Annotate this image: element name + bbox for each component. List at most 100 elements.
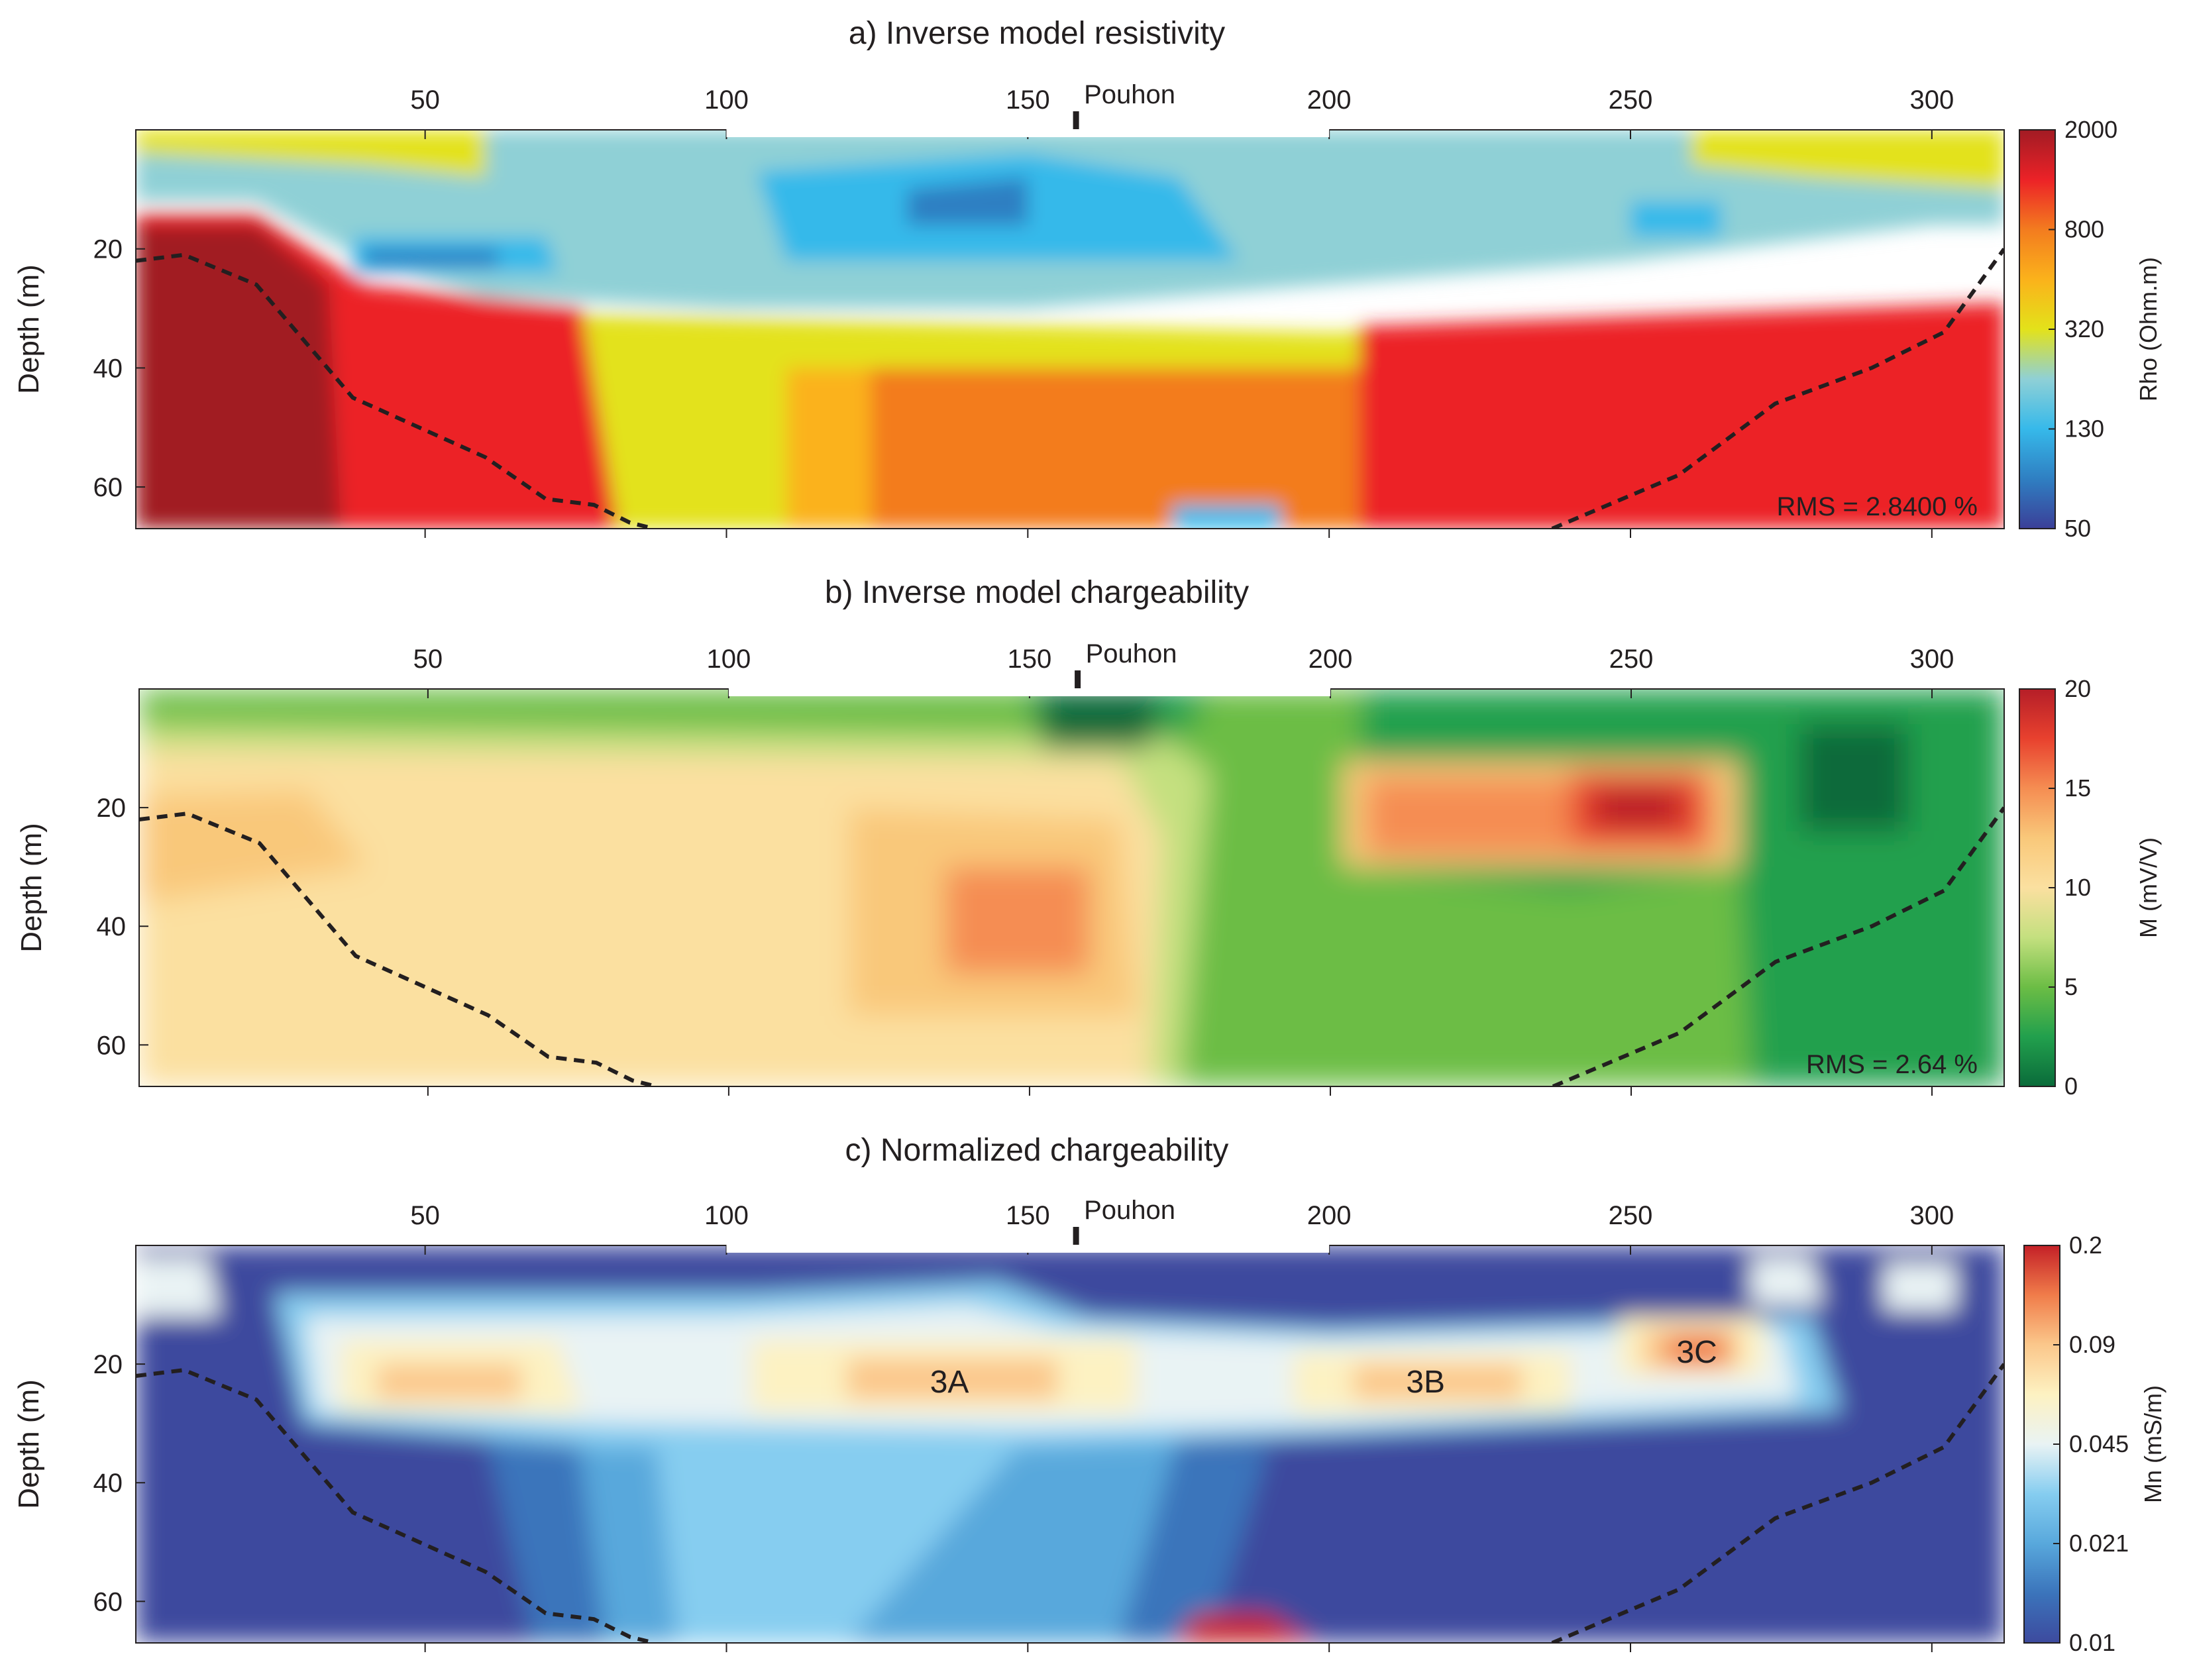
y-axis-label: Depth (m): [13, 1379, 45, 1509]
colorbar-tick-label: 2000: [2064, 116, 2117, 143]
panel-title: a) Inverse model resistivity: [849, 16, 1225, 51]
colorbar-tick-label: 15: [2064, 774, 2091, 802]
contour-region-6: [945, 866, 1090, 974]
colorbar-tick-label: 320: [2064, 315, 2104, 342]
y-axis: 20 40 60: [97, 794, 148, 1060]
colorbar-label: M (mV/V): [2135, 837, 2162, 938]
y-axis: 20 40 60: [93, 1350, 145, 1616]
contour-region-14: [1595, 790, 1680, 825]
pouhon-marker: Pouhon: [1075, 639, 1177, 696]
boundary-right-line: [1551, 1363, 2004, 1643]
contour-fills: [139, 689, 2004, 1086]
panel-chargeability: b) Inverse model chargeability 50 100 150 2…: [15, 575, 2162, 1100]
y-tick-label: 20: [93, 1350, 123, 1379]
x-tick-label: 50: [413, 645, 443, 674]
rms-label: RMS = 2.8400 %: [1777, 492, 1978, 521]
colorbar-tick-label: 0.2: [2069, 1232, 2102, 1259]
boundary-left-line: [136, 252, 655, 529]
contour-region-7: [136, 1257, 221, 1317]
x-tick-label: 150: [1008, 645, 1052, 674]
boundary-left-line: [139, 812, 657, 1086]
x-tick-label: 300: [1909, 85, 1954, 115]
contour-region-15: [847, 1358, 1058, 1400]
contour-fills: [136, 130, 2004, 529]
contour-region-8: [1359, 302, 2004, 529]
y-tick-label: 40: [97, 912, 127, 941]
x-tick-label: 100: [707, 645, 751, 674]
colorbar-tick-label: 50: [2064, 515, 2091, 542]
x-tick-label: 50: [410, 85, 440, 115]
contour-region-4: [654, 1423, 1028, 1643]
contour-region-9: [1042, 689, 1162, 749]
colorbar: 0.2 0.09 0.045 0.021 0.01: [2023, 1232, 2129, 1656]
contour-region-16: [1353, 1364, 1523, 1400]
y-tick-label: 60: [97, 1031, 127, 1060]
pouhon-marker: Pouhon: [1073, 1196, 1175, 1252]
contour-region-6: [871, 368, 1390, 529]
surface-gap: [728, 688, 1330, 696]
x-axis: 50 100 150 200 250 300: [410, 85, 1954, 538]
contour-region-3: [1691, 130, 2004, 189]
pouhon-label: Pouhon: [1084, 80, 1175, 109]
y-axis: 20 40 60: [93, 235, 145, 502]
y-axis-label: Depth (m): [13, 264, 45, 394]
y-tick-label: 20: [97, 794, 127, 823]
y-tick-label: 40: [93, 354, 123, 383]
anomaly-label: 3A: [930, 1365, 969, 1400]
boundary-left-line: [136, 1368, 655, 1643]
colorbar-tick-label: 800: [2064, 216, 2104, 243]
colorbar-label: Mn (mS/m): [2139, 1385, 2166, 1503]
boundary-right-line: [1552, 806, 2004, 1086]
contour-region-2: [136, 130, 486, 178]
anomaly-label: 3B: [1406, 1365, 1445, 1400]
colorbar: 20 15 10 5 0: [2019, 675, 2091, 1100]
x-tick-label: 150: [1006, 1201, 1050, 1230]
colorbar-tick-label: 0.021: [2069, 1530, 2129, 1557]
contour-region-10: [1799, 724, 1908, 831]
pouhon-label: Pouhon: [1086, 639, 1177, 668]
x-tick-label: 200: [1307, 85, 1352, 115]
panel-title: b) Inverse model chargeability: [825, 575, 1249, 610]
colorbar-tick-label: 5: [2064, 973, 2078, 1000]
panel-normalized-chargeability: c) Normalized chargeability 50 100 150 200 2…: [13, 1133, 2166, 1656]
colorbar-tick-label: 0.01: [2069, 1629, 2115, 1656]
x-tick-label: 250: [1609, 1201, 1653, 1230]
pouhon-label: Pouhon: [1084, 1196, 1175, 1225]
colorbar-tick-label: 0.045: [2069, 1430, 2129, 1457]
rms-label: RMS = 2.64 %: [1806, 1050, 1978, 1079]
colorbar-tick-label: 130: [2064, 415, 2104, 443]
contour-region-19: [1172, 1613, 1317, 1643]
contour-region-8: [1750, 1257, 1824, 1305]
contour-region-15: [1172, 505, 1281, 529]
x-axis: 50 100 150 200 250 300: [413, 645, 1954, 1096]
x-tick-label: 50: [410, 1201, 440, 1230]
panel-resistivity: a) Inverse model resistivity 50 100 150 200…: [13, 16, 2162, 542]
contour-region-14: [364, 248, 498, 267]
contour-region-14: [376, 1364, 522, 1400]
x-tick-label: 300: [1910, 645, 1954, 674]
colorbar: 2000 800 320 130 50: [2019, 116, 2117, 542]
x-tick-label: 100: [704, 85, 749, 115]
x-tick-label: 250: [1609, 645, 1654, 674]
contour-region-9: [136, 225, 341, 529]
colorbar-label: Rho (Ohm.m): [2135, 257, 2162, 401]
heatmap-area: [136, 130, 2004, 529]
surface-gap: [726, 1245, 1330, 1253]
surface-gap: [726, 129, 1330, 137]
heatmap-area: [139, 689, 2004, 1086]
panel-title: c) Normalized chargeability: [845, 1133, 1229, 1168]
contour-region-13: [907, 177, 1028, 225]
x-tick-label: 300: [1909, 1201, 1954, 1230]
colorbar-tick-label: 0.09: [2069, 1331, 2115, 1358]
contour-fills: [136, 1245, 2004, 1643]
y-tick-label: 60: [93, 473, 123, 502]
anomaly-labels: 3A 3B 3C: [930, 1335, 1717, 1400]
colorbar-tick-label: 20: [2064, 675, 2091, 702]
y-axis-label: Depth (m): [15, 823, 48, 953]
contour-region-18: [1666, 1334, 1727, 1365]
x-tick-label: 200: [1309, 645, 1353, 674]
colorbar-tick-label: 10: [2064, 874, 2091, 901]
pouhon-marker: Pouhon: [1073, 80, 1175, 136]
colorbar-tick-label: 0: [2064, 1073, 2078, 1100]
